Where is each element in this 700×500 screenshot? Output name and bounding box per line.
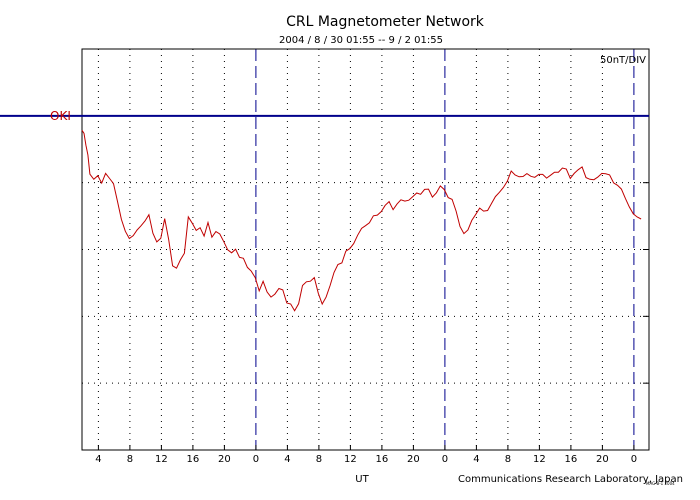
x-axis-label: UT <box>355 474 369 485</box>
tick-marks <box>97 115 649 450</box>
x-tick-label: 12 <box>533 454 546 465</box>
x-tick-label: 12 <box>155 454 168 465</box>
x-tick-label: 20 <box>407 454 420 465</box>
x-tick-label: 4 <box>473 454 479 465</box>
chart-subtitle: 2004 / 8 / 30 01:55 -- 9 / 2 01:55 <box>279 35 443 46</box>
x-tick-label: 16 <box>565 454 578 465</box>
x-tick-label: 4 <box>95 454 101 465</box>
x-tick-label: 12 <box>344 454 357 465</box>
x-tick-label: 20 <box>596 454 609 465</box>
credit-text: Communications Research Laboratory, Japa… <box>458 474 683 485</box>
grid <box>82 49 649 450</box>
chart-title: CRL Magnetometer Network <box>286 14 485 30</box>
scale-label: 50nT/DIV <box>600 55 646 66</box>
day-boundaries <box>255 49 635 450</box>
x-tick-label: 16 <box>376 454 389 465</box>
x-tick-label: 0 <box>442 454 448 465</box>
x-tick-label: 8 <box>316 454 322 465</box>
data-line <box>81 130 642 312</box>
x-tick-label: 20 <box>218 454 231 465</box>
plot-frame <box>81 48 650 451</box>
station-label: OKI <box>50 109 71 123</box>
tiny-stamp: MAG B-1 2004 <box>646 481 675 486</box>
x-tick-label: 0 <box>631 454 637 465</box>
x-tick-label: 8 <box>127 454 133 465</box>
x-tick-labels: 4 8 12 16 20 0 4 8 12 16 20 0 4 8 12 16 20 0 <box>95 454 637 465</box>
x-tick-label: 8 <box>505 454 511 465</box>
x-tick-label: 16 <box>187 454 200 465</box>
x-tick-label: 0 <box>253 454 259 465</box>
x-tick-label: 4 <box>284 454 290 465</box>
